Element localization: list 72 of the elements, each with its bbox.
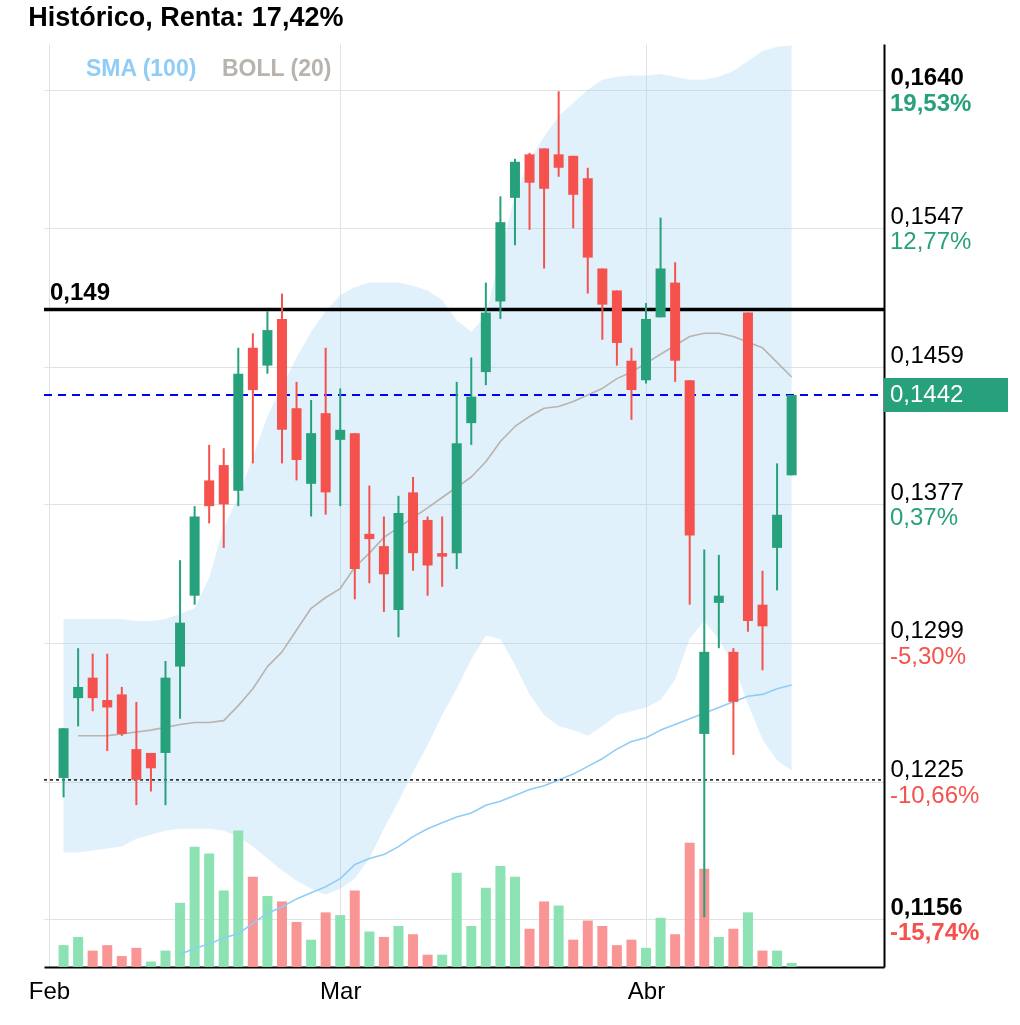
y-tick-label: 0,1156 — [890, 892, 963, 920]
text: BOLL (20) — [222, 55, 332, 81]
x-tick-label: Abr — [627, 976, 666, 1004]
bar — [786, 962, 797, 967]
bar — [160, 950, 171, 967]
bar — [757, 950, 768, 967]
bar — [742, 912, 753, 967]
y-tick-label: 0,1547 — [890, 201, 964, 229]
bar — [408, 934, 419, 967]
text: -5,30% — [890, 641, 967, 669]
bar — [509, 876, 520, 967]
bar — [116, 956, 127, 967]
bar — [335, 915, 346, 967]
bar — [582, 920, 593, 967]
text: 19,53% — [890, 88, 972, 116]
bar — [276, 901, 287, 967]
x-tick-label: Feb — [28, 976, 71, 1004]
bar — [102, 945, 113, 967]
bar — [713, 936, 724, 967]
bar — [204, 853, 215, 967]
bar — [247, 876, 258, 967]
bar — [495, 865, 506, 967]
bar — [480, 887, 491, 967]
bar — [175, 902, 186, 967]
bar — [568, 939, 579, 967]
y-tick-label: 0,1459 — [890, 340, 964, 368]
text: -10,66% — [890, 780, 980, 808]
bar — [422, 954, 433, 967]
text: -15,74% — [890, 918, 980, 946]
text: 0,37% — [890, 503, 959, 531]
bar — [553, 905, 564, 967]
bar — [291, 921, 302, 967]
bar — [437, 954, 448, 967]
bar — [451, 872, 462, 967]
bar — [349, 890, 360, 967]
bar — [218, 890, 229, 967]
bar — [670, 934, 681, 967]
bar — [699, 868, 710, 967]
y-tick-label: 0,1377 — [890, 477, 964, 505]
bar — [641, 947, 652, 967]
bar — [58, 945, 69, 967]
ref-line-label: 0,1442 — [890, 380, 964, 408]
y-tick-label: 0,1299 — [890, 616, 964, 644]
bar — [131, 947, 142, 967]
bar — [393, 926, 404, 967]
bar — [145, 961, 156, 967]
bar — [772, 950, 783, 967]
bar — [626, 939, 637, 967]
bar — [87, 950, 98, 967]
bar — [306, 939, 317, 967]
bar — [262, 895, 273, 967]
bar — [466, 926, 477, 967]
chart-title: Histórico, Renta: 17,42% — [28, 2, 344, 32]
text: 12,77% — [890, 227, 972, 255]
bar — [378, 936, 389, 967]
bar — [320, 912, 331, 967]
bar — [611, 945, 622, 967]
y-tick-label: 0,1225 — [890, 755, 964, 783]
bar — [189, 846, 200, 967]
bar — [73, 936, 84, 967]
bar — [539, 901, 550, 967]
text: SMA (100) — [86, 55, 197, 81]
bar — [728, 928, 739, 967]
bar — [364, 931, 375, 967]
ref-line-label: 0,149 — [50, 278, 111, 306]
x-tick-label: Mar — [320, 976, 362, 1004]
bar — [524, 928, 535, 967]
bar — [597, 926, 608, 967]
bar — [684, 842, 695, 967]
bar — [233, 830, 244, 967]
bar — [655, 917, 666, 967]
y-tick-label: 0,1640 — [890, 63, 964, 91]
